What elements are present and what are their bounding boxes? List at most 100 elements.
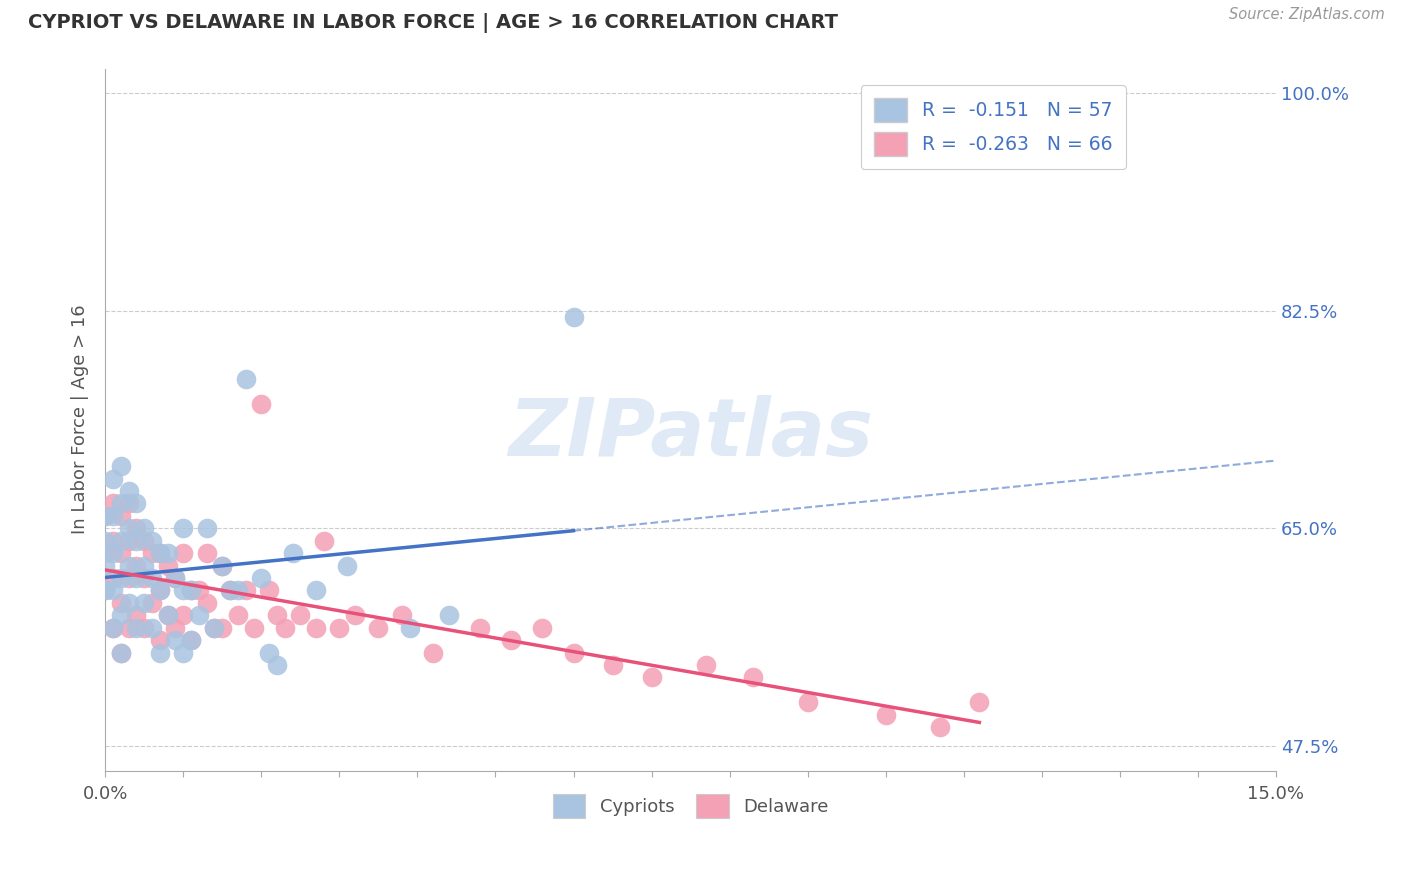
Point xyxy=(125,608,148,623)
Point xyxy=(172,608,194,623)
Point xyxy=(117,496,139,510)
Point xyxy=(94,508,117,523)
Point xyxy=(640,671,662,685)
Point xyxy=(226,608,249,623)
Point xyxy=(266,658,288,673)
Point xyxy=(141,533,163,548)
Point xyxy=(117,596,139,610)
Point xyxy=(235,372,257,386)
Point xyxy=(94,583,117,598)
Point xyxy=(226,583,249,598)
Point xyxy=(875,707,897,722)
Point xyxy=(468,621,491,635)
Point xyxy=(117,571,139,585)
Point xyxy=(343,608,366,623)
Point xyxy=(165,633,187,648)
Point xyxy=(165,621,187,635)
Point xyxy=(257,583,280,598)
Point xyxy=(141,621,163,635)
Point xyxy=(391,608,413,623)
Point xyxy=(156,546,179,560)
Point xyxy=(101,472,124,486)
Point xyxy=(125,571,148,585)
Text: Source: ZipAtlas.com: Source: ZipAtlas.com xyxy=(1229,7,1385,22)
Point xyxy=(134,558,156,573)
Point xyxy=(110,496,132,510)
Point xyxy=(101,571,124,585)
Point xyxy=(437,608,460,623)
Point xyxy=(110,508,132,523)
Point xyxy=(156,608,179,623)
Point xyxy=(101,621,124,635)
Point xyxy=(336,558,359,573)
Point xyxy=(187,608,209,623)
Point xyxy=(219,583,242,598)
Point xyxy=(94,583,117,598)
Point xyxy=(110,596,132,610)
Point xyxy=(172,583,194,598)
Point xyxy=(141,571,163,585)
Point xyxy=(117,521,139,535)
Point xyxy=(149,546,172,560)
Point xyxy=(141,546,163,560)
Point xyxy=(134,521,156,535)
Point xyxy=(305,621,328,635)
Point xyxy=(134,571,156,585)
Point xyxy=(195,596,218,610)
Point xyxy=(149,646,172,660)
Point xyxy=(149,583,172,598)
Point xyxy=(125,621,148,635)
Point xyxy=(312,533,335,548)
Point xyxy=(149,633,172,648)
Text: ZIPatlas: ZIPatlas xyxy=(508,394,873,473)
Point xyxy=(110,571,132,585)
Point xyxy=(117,484,139,499)
Point xyxy=(187,583,209,598)
Point xyxy=(101,508,124,523)
Point xyxy=(180,583,202,598)
Point xyxy=(195,521,218,535)
Point xyxy=(290,608,312,623)
Point xyxy=(101,496,124,510)
Point xyxy=(134,596,156,610)
Text: CYPRIOT VS DELAWARE IN LABOR FORCE | AGE > 16 CORRELATION CHART: CYPRIOT VS DELAWARE IN LABOR FORCE | AGE… xyxy=(28,13,838,33)
Point xyxy=(969,695,991,709)
Point xyxy=(110,459,132,474)
Point xyxy=(328,621,350,635)
Point xyxy=(94,533,117,548)
Point xyxy=(281,546,304,560)
Point xyxy=(172,546,194,560)
Point xyxy=(211,558,233,573)
Point xyxy=(141,596,163,610)
Point xyxy=(149,583,172,598)
Point xyxy=(204,621,226,635)
Point xyxy=(110,546,132,560)
Point xyxy=(156,558,179,573)
Point xyxy=(117,533,139,548)
Point xyxy=(250,397,273,411)
Point xyxy=(742,671,765,685)
Point xyxy=(125,558,148,573)
Point xyxy=(266,608,288,623)
Point xyxy=(125,533,148,548)
Point xyxy=(211,621,233,635)
Point xyxy=(110,608,132,623)
Point xyxy=(101,621,124,635)
Point xyxy=(242,621,264,635)
Point xyxy=(235,583,257,598)
Point xyxy=(180,633,202,648)
Point xyxy=(165,571,187,585)
Point xyxy=(562,646,585,660)
Point xyxy=(367,621,389,635)
Point xyxy=(134,621,156,635)
Point xyxy=(110,646,132,660)
Point xyxy=(117,621,139,635)
Point xyxy=(195,546,218,560)
Point xyxy=(156,608,179,623)
Point xyxy=(101,533,124,548)
Point xyxy=(172,646,194,660)
Y-axis label: In Labor Force | Age > 16: In Labor Force | Age > 16 xyxy=(72,305,89,534)
Point xyxy=(398,621,420,635)
Point xyxy=(219,583,242,598)
Point xyxy=(305,583,328,598)
